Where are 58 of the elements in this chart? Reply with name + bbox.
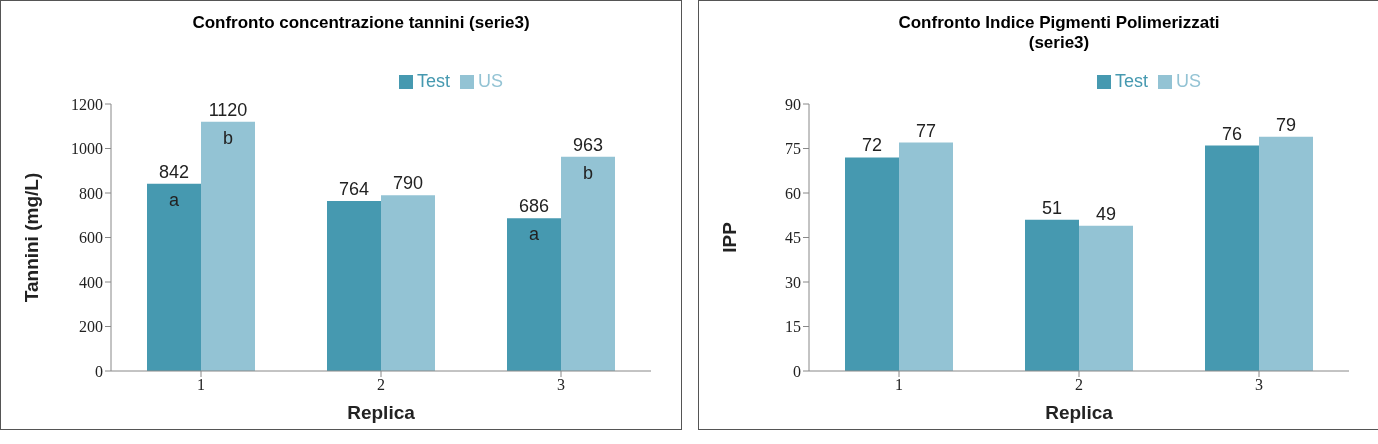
data-label: 51	[1041, 197, 1063, 218]
x-tick-label: 3	[1255, 376, 1263, 394]
bar	[1259, 136, 1313, 371]
y-tick-label: 800	[79, 184, 103, 202]
y-axis-title: IPP	[718, 221, 740, 253]
x-axis-title: Replica	[1045, 402, 1114, 423]
legend-label: US	[478, 71, 504, 91]
bar	[899, 142, 953, 371]
data-label: 77	[915, 120, 937, 141]
y-tick-label: 1200	[71, 95, 103, 113]
legend-label: Test	[1114, 71, 1148, 91]
annotation: b	[222, 127, 234, 148]
y-tick-label: 200	[79, 318, 103, 336]
data-label: 686	[518, 196, 550, 217]
y-tick-label: 45	[785, 229, 801, 247]
y-tick-label: 400	[79, 273, 103, 291]
bar	[327, 201, 381, 371]
y-tick-label: 90	[785, 95, 801, 113]
x-tick-label: 1	[197, 376, 205, 394]
y-axis-title: Tannini (mg/L)	[20, 172, 42, 303]
data-label: 790	[392, 173, 424, 194]
data-label: 764	[338, 179, 370, 200]
annotation: a	[528, 224, 540, 245]
y-tick-label: 1000	[71, 140, 103, 158]
annotation: b	[582, 162, 594, 183]
bar	[201, 121, 255, 371]
x-tick-label: 1	[895, 376, 903, 394]
y-tick-label: 30	[785, 273, 801, 291]
data-label: 842	[158, 161, 190, 182]
x-axis-title: Replica	[347, 402, 416, 423]
bar	[147, 183, 201, 371]
bar	[1079, 225, 1133, 371]
data-label: 72	[861, 135, 883, 156]
y-tick-label: 0	[793, 362, 801, 380]
annotation: a	[168, 189, 180, 210]
data-label: 79	[1275, 114, 1297, 135]
y-tick-label: 15	[785, 318, 801, 336]
data-label: 49	[1095, 203, 1117, 224]
bar	[561, 156, 615, 371]
y-tick-label: 600	[79, 229, 103, 247]
chart-title: Confronto concentrazione tannini (serie3)	[191, 13, 531, 33]
bar	[1025, 219, 1079, 371]
data-label: 76	[1221, 123, 1243, 144]
x-tick-label: 2	[377, 376, 385, 394]
y-tick-label: 60	[785, 184, 801, 202]
y-tick-label: 0	[95, 362, 103, 380]
bar	[1205, 145, 1259, 371]
bar	[507, 218, 561, 371]
y-tick-label: 75	[785, 140, 801, 158]
x-tick-label: 2	[1075, 376, 1083, 394]
bar	[845, 157, 899, 371]
x-tick-label: 3	[557, 376, 565, 394]
data-label: 963	[572, 134, 604, 155]
legend-label: US	[1176, 71, 1202, 91]
chart-title: Confronto Indice Pigmenti Polimerizzati (serie3)	[897, 13, 1221, 53]
legend-label: Test	[416, 71, 450, 91]
bar	[381, 195, 435, 371]
data-label: 1120	[208, 99, 248, 120]
